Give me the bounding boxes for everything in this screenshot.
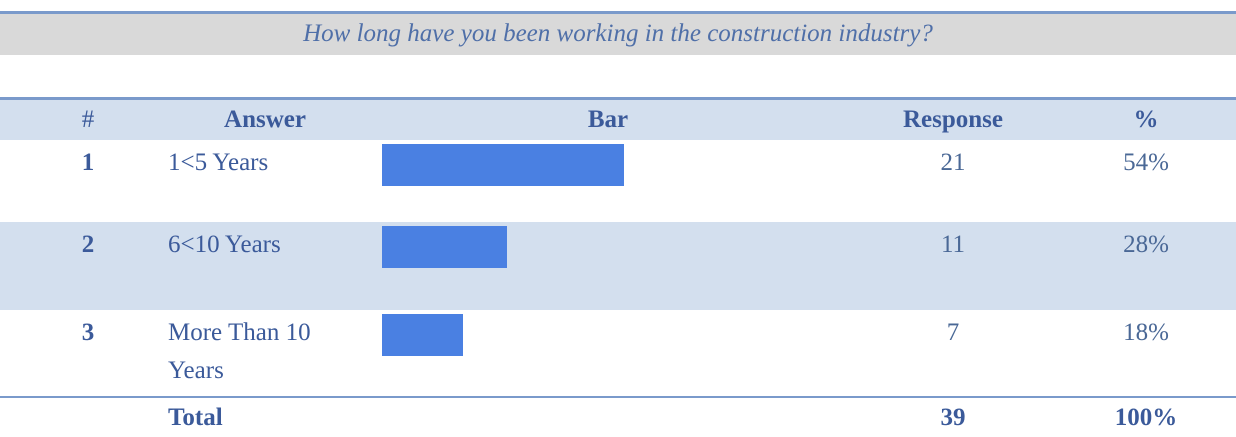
row-response: 11: [940, 231, 966, 258]
row-response: 7: [946, 319, 960, 346]
header-response: Response: [902, 106, 1004, 133]
row-number: 1: [81, 149, 95, 176]
title-band: [0, 11, 1236, 55]
total-border: [0, 396, 1236, 398]
row-response: 21: [940, 149, 966, 176]
row-percent: 28%: [1123, 231, 1169, 258]
title: How long have you been working in the co…: [303, 20, 933, 47]
row-percent: 54%: [1123, 149, 1169, 176]
header-answer: Answer: [224, 106, 306, 133]
total-percent: 100%: [1114, 404, 1178, 431]
header-percent: %: [1133, 106, 1159, 133]
header-number: #: [81, 106, 95, 133]
row-number: 2: [81, 231, 95, 258]
bar: [382, 144, 624, 186]
header-band: [0, 97, 1236, 140]
row-answer: 1<5 Years: [168, 149, 269, 176]
total-label: Total: [168, 404, 223, 431]
total-response: 39: [940, 404, 966, 431]
row-answer: 6<10 Years: [168, 231, 281, 258]
bar: [382, 226, 508, 268]
row-percent: 18%: [1123, 319, 1169, 346]
row-answer: More Than 10 Years: [168, 319, 311, 384]
bar: [382, 314, 463, 356]
row-band: [0, 222, 1236, 310]
header-bar: Bar: [587, 106, 629, 133]
row-number: 3: [81, 319, 95, 346]
